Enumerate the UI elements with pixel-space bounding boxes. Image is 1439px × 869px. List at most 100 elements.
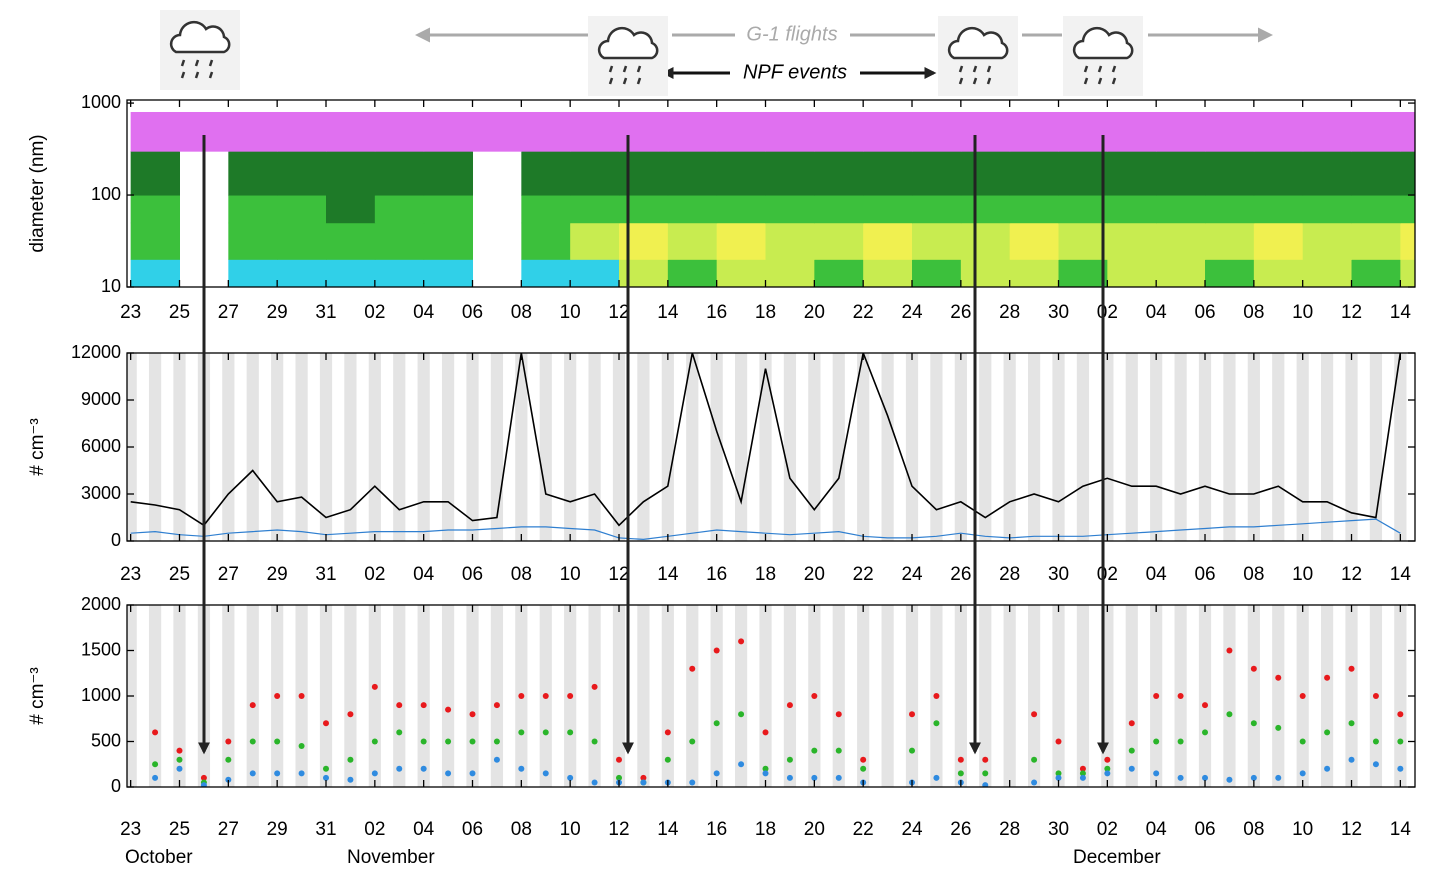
heat-cell [863,259,913,287]
heat-cell [521,111,571,152]
point [249,702,256,709]
point [811,774,818,781]
night-band [1345,353,1358,541]
point [811,693,818,699]
night-band [148,605,162,787]
night-band [832,605,845,787]
point [1153,693,1160,699]
night-band [1052,353,1065,541]
heat-cell [619,111,669,152]
heat-cell [277,151,327,196]
point [322,765,329,772]
point [689,665,696,672]
heat-cell [423,151,474,196]
heat-cell [228,259,278,287]
point [1275,774,1282,781]
x-tick-label: 18 [755,564,776,585]
point [591,779,598,786]
point [445,706,452,713]
point [1324,674,1331,681]
point [1324,729,1331,736]
heat-cell [521,222,571,260]
point [225,756,232,763]
rain-icon [1063,16,1143,96]
x-tick-label: 08 [511,819,532,840]
heat-cell [1400,195,1415,224]
point [1372,693,1379,699]
night-band [319,605,333,787]
night-band [1345,605,1358,787]
point [225,776,232,783]
point [1275,724,1282,731]
point [298,770,305,777]
x-tick-label: 06 [462,564,483,585]
point [567,774,574,781]
heat-cell [814,151,864,196]
night-band [393,605,406,787]
y-tick-label: 1000 [81,92,121,112]
point [1299,738,1306,745]
x-tick-label: 27 [218,302,239,323]
x-tick-label: 10 [560,819,581,840]
heat-cell [765,259,815,287]
heat-cell [1351,222,1401,260]
x-tick-label: 28 [999,302,1020,323]
x-tick-label: 31 [315,819,336,840]
point [1055,738,1062,745]
night-band [1247,353,1260,541]
night-band [1394,605,1407,787]
point [786,774,793,781]
heat-cell [1351,259,1401,287]
heat-cell [716,151,767,196]
point [1055,774,1062,781]
point [322,774,329,781]
night-band [637,353,650,541]
heat-cell [423,195,474,224]
night-band [1198,353,1212,541]
heat-cell [570,259,620,287]
point [664,729,671,736]
point [1324,765,1331,772]
heat-cell [1009,195,1060,224]
y-tick-label: 0 [111,530,121,550]
heat-cell [423,222,474,260]
heat-cell [814,111,864,152]
heat-cell [1351,151,1401,196]
heat-cell [716,195,767,224]
point [1104,756,1111,763]
point [591,738,598,745]
heat-cell [130,259,180,287]
night-band [344,605,357,787]
heat-cell [1156,195,1206,224]
x-tick-label: 30 [1048,302,1069,323]
x-tick-label: 12 [1341,302,1362,323]
x-tick-label: 22 [853,564,874,585]
heat-cell [374,151,425,196]
heat-cell [1253,151,1304,196]
y-tick-label: 1000 [81,685,121,705]
x-tick-label: 31 [315,564,336,585]
point [1372,761,1379,768]
x-tick-label: 08 [1243,564,1264,585]
heat-cell [765,195,815,224]
point [469,770,476,777]
night-band [1003,605,1016,787]
point [567,693,574,699]
x-tick-label: 18 [755,819,776,840]
heat-cell [1058,259,1108,287]
point [1177,774,1184,781]
night-band [246,353,259,541]
point [933,774,940,781]
x-tick-label: 27 [218,564,239,585]
x-tick-label: 10 [560,302,581,323]
night-band [857,605,870,787]
point [518,693,525,699]
x-tick-label: 10 [1292,564,1313,585]
x-tick-label: 04 [1146,564,1168,585]
point [1250,774,1257,781]
night-band [1223,353,1236,541]
night-band [686,353,699,541]
heat-cell [325,259,376,287]
heat-cell [863,111,913,152]
